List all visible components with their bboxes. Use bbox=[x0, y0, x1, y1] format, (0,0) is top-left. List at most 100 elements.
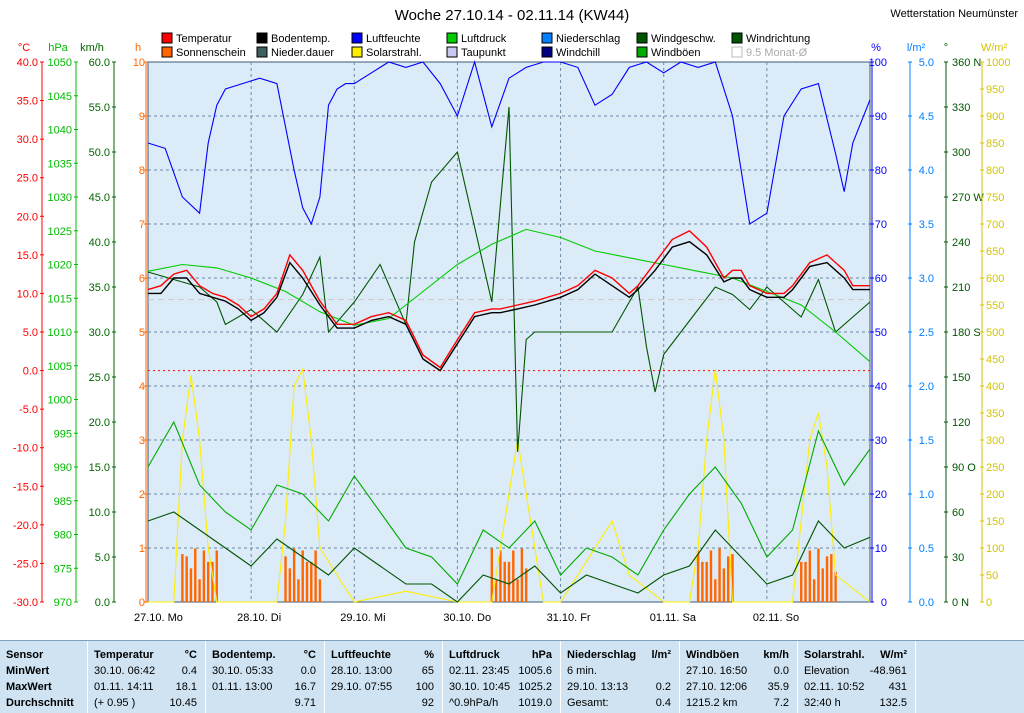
legend-swatch bbox=[351, 32, 363, 44]
stats-col-sensor: Sensor MinWert MaxWert Durchschnitt bbox=[0, 641, 88, 713]
series-line-solarstrahl- bbox=[148, 367, 871, 603]
axis-tick-wind: 50.0 bbox=[89, 147, 110, 159]
legend: Temperatur Bodentemp. Luftfeuchte Luftdruck… bbox=[161, 32, 810, 59]
day-label: 27.10. Mo bbox=[134, 612, 183, 624]
legend-label: Niederschlag bbox=[556, 33, 620, 45]
legend-label: Sonnenschein bbox=[176, 47, 246, 59]
axis-tick-direction: 120 bbox=[952, 417, 970, 429]
stats-table: Sensor MinWert MaxWert Durchschnitt Temp… bbox=[0, 640, 1024, 713]
stats-cell-label: 01.11. 14:11 bbox=[94, 681, 154, 693]
axis-tick-direction: 240 bbox=[952, 237, 970, 249]
legend-swatch bbox=[731, 32, 743, 44]
stats-cell-label: ^0.9hPa/h bbox=[449, 697, 499, 709]
stats-col-temperatur: Temperatur °C 30.10. 06:42 0.4 01.11. 14:11 1… bbox=[88, 641, 206, 713]
axis-tick-solar: 250 bbox=[986, 462, 1004, 474]
axis-tick-direction: 30 bbox=[952, 552, 964, 564]
axis-tick-temp: -15.0 bbox=[13, 481, 38, 493]
axis-tick-solar: 50 bbox=[986, 570, 998, 582]
axis-tick-solar: 900 bbox=[986, 111, 1004, 123]
axis-tick-humidity: 100 bbox=[869, 57, 887, 69]
axis-tick-direction: 210 bbox=[952, 282, 970, 294]
stats-cell-label: 27.10. 16:50 bbox=[686, 665, 748, 677]
sunshine-bar bbox=[705, 561, 708, 602]
axis-tick-rain: 4.5 bbox=[919, 111, 934, 123]
axis-tick-temp: 20.0 bbox=[17, 211, 38, 223]
stats-cell-label: 6 min. bbox=[567, 665, 597, 677]
axis-tick-pressure: 970 bbox=[54, 597, 72, 609]
axis-tick-pressure: 985 bbox=[54, 496, 72, 508]
axis-unit-humidity: % bbox=[871, 42, 881, 54]
sunshine-bar bbox=[211, 561, 214, 602]
series-line-windrichtung bbox=[147, 106, 871, 453]
day-label: 28.10. Di bbox=[237, 612, 281, 624]
axis-tick-temp: -10.0 bbox=[13, 443, 38, 455]
legend-label: Luftfeuchte bbox=[366, 33, 420, 45]
axis-tick-pressure: 990 bbox=[54, 462, 72, 474]
stats-cell-value: 1025.2 bbox=[518, 681, 552, 693]
axis-tick-direction: 360 N bbox=[952, 57, 981, 69]
axis-tick-pressure: 980 bbox=[54, 530, 72, 542]
legend-swatch bbox=[161, 46, 173, 58]
sunshine-bar bbox=[181, 554, 184, 602]
stats-unit: °C bbox=[303, 649, 316, 661]
stats-col-luftdruck: Luftdruck hPa 02.11. 23:45 1005.6 30.10. 10:… bbox=[443, 641, 561, 713]
stats-cell-label: 32:40 h bbox=[804, 697, 841, 709]
axis-tick-hours: 10 bbox=[133, 57, 145, 69]
stats-cell-value: 1005.6 bbox=[518, 665, 552, 677]
axis-tick-hours: 0 bbox=[139, 597, 145, 609]
legend-swatch bbox=[351, 46, 363, 58]
sunshine-bar bbox=[817, 548, 820, 602]
axis-tick-direction: 150 bbox=[952, 372, 970, 384]
sunshine-bar bbox=[185, 556, 188, 602]
sunshine-bar bbox=[830, 554, 833, 602]
sunshine-bar bbox=[189, 568, 193, 602]
axis-tick-temp: -20.0 bbox=[13, 520, 38, 532]
stats-cell-label: 27.10. 12:06 bbox=[686, 681, 748, 693]
sunshine-bar bbox=[800, 561, 803, 602]
axis-tick-direction: 60 bbox=[952, 507, 964, 519]
axis-tick-hours: 3 bbox=[139, 435, 145, 447]
axis-tick-humidity: 10 bbox=[875, 543, 887, 555]
axis-tick-rain: 5.0 bbox=[919, 57, 934, 69]
stats-cell-label: Elevation bbox=[804, 665, 850, 677]
stats-cell-value: -48.961 bbox=[869, 665, 907, 677]
sunshine-bar bbox=[726, 556, 730, 602]
axis-tick-pressure: 1035 bbox=[48, 158, 72, 170]
stats-sensor-head: Sensor bbox=[6, 649, 44, 661]
sunshine-bar bbox=[297, 579, 300, 602]
sunshine-bar bbox=[215, 550, 218, 602]
legend-label: Windböen bbox=[651, 47, 701, 59]
legend-swatch bbox=[256, 32, 268, 44]
axis-tick-pressure: 1020 bbox=[48, 260, 72, 272]
legend-label: 9.5 Monat-Ø bbox=[746, 47, 808, 59]
axis-tick-temp: -25.0 bbox=[13, 558, 38, 570]
day-label: 31.10. Fr bbox=[547, 612, 591, 624]
stats-cell-label: (+ 0.95 ) bbox=[94, 697, 136, 709]
sunshine-bar bbox=[821, 568, 824, 602]
axis-tick-hours: 2 bbox=[139, 489, 145, 501]
axis-tick-pressure: 1050 bbox=[48, 57, 72, 69]
axis-tick-solar: 100 bbox=[986, 543, 1004, 555]
sunshine-bar bbox=[714, 579, 717, 602]
axis-tick-rain: 0.0 bbox=[919, 597, 934, 609]
axis-tick-temp: 30.0 bbox=[17, 134, 38, 146]
series-line-luftfeuchte bbox=[147, 60, 871, 226]
sunshine-bar bbox=[198, 579, 201, 602]
stats-cell-value: 9.71 bbox=[294, 697, 316, 709]
stats-cell-value: 0.4 bbox=[655, 697, 671, 709]
axis-tick-rain: 2.0 bbox=[919, 381, 934, 393]
stats-cell-value: 0.4 bbox=[181, 665, 197, 677]
axis-tick-temp: 15.0 bbox=[17, 250, 38, 262]
day-label: 01.11. Sa bbox=[650, 612, 697, 624]
axis-tick-humidity: 80 bbox=[875, 165, 887, 177]
axis-tick-hours: 9 bbox=[139, 111, 145, 123]
axis-tick-pressure: 1015 bbox=[48, 293, 72, 305]
axis-tick-temp: 40.0 bbox=[17, 57, 38, 69]
axis-unit-hours: h bbox=[135, 42, 141, 54]
stats-cell-label: 30.10. 06:42 bbox=[94, 665, 156, 677]
axis-tick-temp: -5.0 bbox=[19, 404, 38, 416]
axis-tick-hours: 7 bbox=[139, 219, 145, 231]
sunshine-bar bbox=[718, 548, 721, 602]
legend-swatch bbox=[541, 32, 553, 44]
axis-tick-hours: 1 bbox=[139, 543, 145, 555]
